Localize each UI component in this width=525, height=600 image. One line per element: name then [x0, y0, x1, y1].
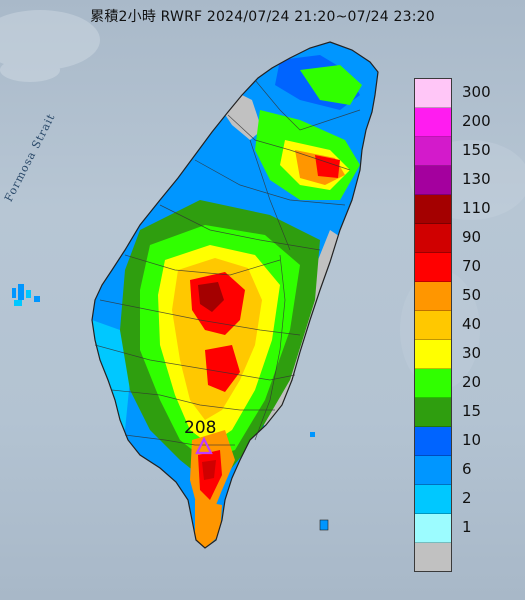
- legend-swatch: [415, 485, 451, 514]
- legend-swatch: [415, 137, 451, 166]
- map-title: 累積2小時 RWRF 2024/07/24 21:20~07/24 23:20: [90, 9, 435, 25]
- legend-label: 90: [462, 228, 482, 247]
- legend-swatch: [415, 340, 451, 369]
- legend-swatch: [415, 427, 451, 456]
- legend-label: 70: [462, 257, 482, 276]
- county-boundaries: [94, 79, 361, 446]
- legend-swatch: [415, 79, 451, 108]
- legend-label: 2: [462, 488, 472, 507]
- legend-swatch: [415, 514, 451, 543]
- legend-label: 10: [462, 430, 482, 449]
- legend-label: 15: [462, 401, 482, 420]
- legend-label: 300: [462, 83, 491, 102]
- legend-label: 6: [462, 459, 472, 478]
- legend-swatch: [415, 166, 451, 195]
- legend-swatch: [415, 195, 451, 224]
- legend-swatch: [415, 253, 451, 282]
- outlying-islands: [12, 284, 329, 531]
- legend-swatch: [415, 398, 451, 427]
- legend-label: 30: [462, 343, 482, 362]
- legend-swatch: [415, 369, 451, 398]
- legend-swatch: [415, 224, 451, 253]
- legend-swatch: [415, 456, 451, 485]
- legend-swatch: [415, 108, 451, 137]
- legend-label: [462, 541, 522, 570]
- legend-label: 40: [462, 314, 482, 333]
- legend-label: 50: [462, 286, 482, 305]
- coastline: [91, 41, 379, 549]
- legend-swatch: [415, 311, 451, 340]
- peak-rainfall-marker: [195, 436, 213, 455]
- legend-label: 130: [462, 170, 491, 189]
- legend-label: 150: [462, 141, 491, 160]
- rainfall-legend-labels: 300 200 150 130 110 90 70 50 40 30 20 15 10 6 2 1: [462, 78, 522, 570]
- legend-label: 110: [462, 199, 491, 218]
- legend-label: 1: [462, 517, 472, 536]
- legend-label: 20: [462, 372, 482, 391]
- peak-rainfall-value: 208: [184, 418, 217, 438]
- legend-label: 200: [462, 112, 491, 131]
- legend-swatch: [415, 543, 451, 571]
- legend-swatch: [415, 282, 451, 311]
- rainfall-legend-colorbar: [414, 78, 452, 572]
